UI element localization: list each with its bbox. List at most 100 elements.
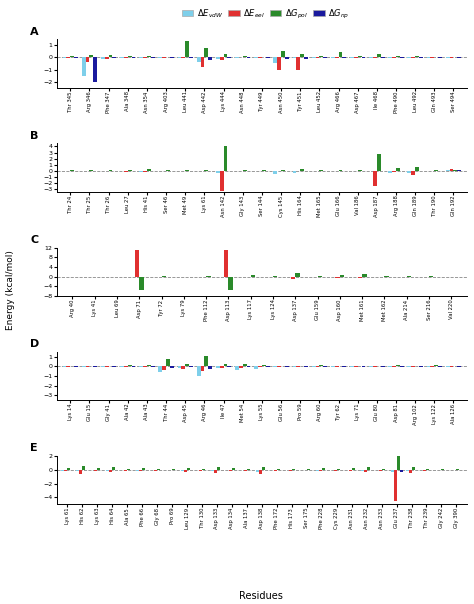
Bar xyxy=(340,275,344,277)
Bar xyxy=(185,41,189,57)
Bar xyxy=(254,57,258,58)
Bar xyxy=(120,366,124,367)
Bar xyxy=(128,170,132,171)
Bar xyxy=(388,57,392,58)
Bar xyxy=(358,277,362,278)
Bar xyxy=(224,251,228,277)
Bar xyxy=(304,57,308,59)
Bar xyxy=(61,470,64,471)
Bar xyxy=(184,470,187,472)
Bar xyxy=(214,470,217,473)
Text: A: A xyxy=(30,27,39,37)
Bar xyxy=(220,57,224,60)
Bar xyxy=(411,57,415,59)
Bar xyxy=(239,366,243,368)
Bar xyxy=(396,56,400,57)
Bar xyxy=(354,366,358,367)
Bar xyxy=(352,468,355,470)
Bar xyxy=(427,469,429,470)
Bar xyxy=(312,57,316,58)
Bar xyxy=(243,364,246,366)
Bar xyxy=(312,366,316,367)
Bar xyxy=(319,56,323,57)
Bar xyxy=(446,57,450,58)
Bar xyxy=(377,153,381,171)
Bar xyxy=(373,171,377,186)
Bar xyxy=(379,470,382,471)
Bar xyxy=(397,442,400,470)
Bar xyxy=(246,366,250,367)
Text: Energy (kcal/mol): Energy (kcal/mol) xyxy=(6,250,15,330)
Bar xyxy=(235,366,239,370)
Bar xyxy=(407,275,411,277)
Bar xyxy=(331,57,335,59)
Bar xyxy=(166,359,170,366)
Bar xyxy=(128,365,132,366)
Bar xyxy=(266,57,270,58)
Bar xyxy=(63,57,66,59)
Bar xyxy=(254,366,258,368)
Bar xyxy=(281,51,285,57)
Bar xyxy=(262,365,266,366)
Bar xyxy=(132,57,136,58)
Bar xyxy=(143,171,147,172)
Bar xyxy=(427,57,430,58)
Bar xyxy=(335,57,338,59)
Bar xyxy=(147,169,151,171)
Bar xyxy=(256,470,259,472)
Bar xyxy=(295,273,300,277)
Bar xyxy=(158,366,162,371)
Bar xyxy=(382,469,384,470)
Bar xyxy=(408,57,411,59)
Bar xyxy=(124,57,128,59)
Bar xyxy=(273,171,277,174)
Bar xyxy=(106,470,109,471)
Bar xyxy=(400,57,404,58)
Bar xyxy=(457,57,461,58)
Bar xyxy=(170,366,174,368)
Bar xyxy=(211,470,214,471)
Bar xyxy=(369,57,373,58)
Bar xyxy=(97,468,100,470)
Bar xyxy=(247,469,250,470)
Bar xyxy=(316,470,319,471)
Bar xyxy=(124,470,127,471)
Bar xyxy=(220,366,224,368)
Bar xyxy=(105,57,109,59)
Text: D: D xyxy=(30,339,39,349)
Bar xyxy=(64,470,67,472)
Bar xyxy=(430,366,434,367)
Bar xyxy=(300,169,304,171)
Bar xyxy=(143,366,147,367)
Bar xyxy=(244,470,247,471)
Bar xyxy=(373,57,377,59)
Bar xyxy=(292,57,296,58)
Bar xyxy=(446,170,450,171)
Bar xyxy=(204,356,208,366)
Bar xyxy=(319,365,323,366)
Bar xyxy=(381,57,384,58)
Bar xyxy=(319,470,322,472)
Bar xyxy=(251,275,255,277)
Bar xyxy=(158,57,162,59)
Bar xyxy=(216,171,220,173)
Bar xyxy=(408,171,411,173)
Bar xyxy=(300,54,304,57)
Bar xyxy=(364,470,366,472)
Bar xyxy=(434,365,438,366)
Bar xyxy=(224,146,228,171)
Text: C: C xyxy=(30,235,38,245)
Bar xyxy=(243,56,246,57)
Bar xyxy=(70,56,74,57)
Bar xyxy=(392,366,396,367)
Bar xyxy=(124,171,128,172)
Bar xyxy=(76,470,79,471)
Bar xyxy=(450,57,454,58)
Bar xyxy=(139,366,143,367)
Bar xyxy=(66,57,70,59)
Bar xyxy=(151,57,155,58)
Bar xyxy=(409,470,411,473)
Bar xyxy=(361,470,364,471)
Bar xyxy=(197,57,201,62)
Bar xyxy=(393,470,397,501)
